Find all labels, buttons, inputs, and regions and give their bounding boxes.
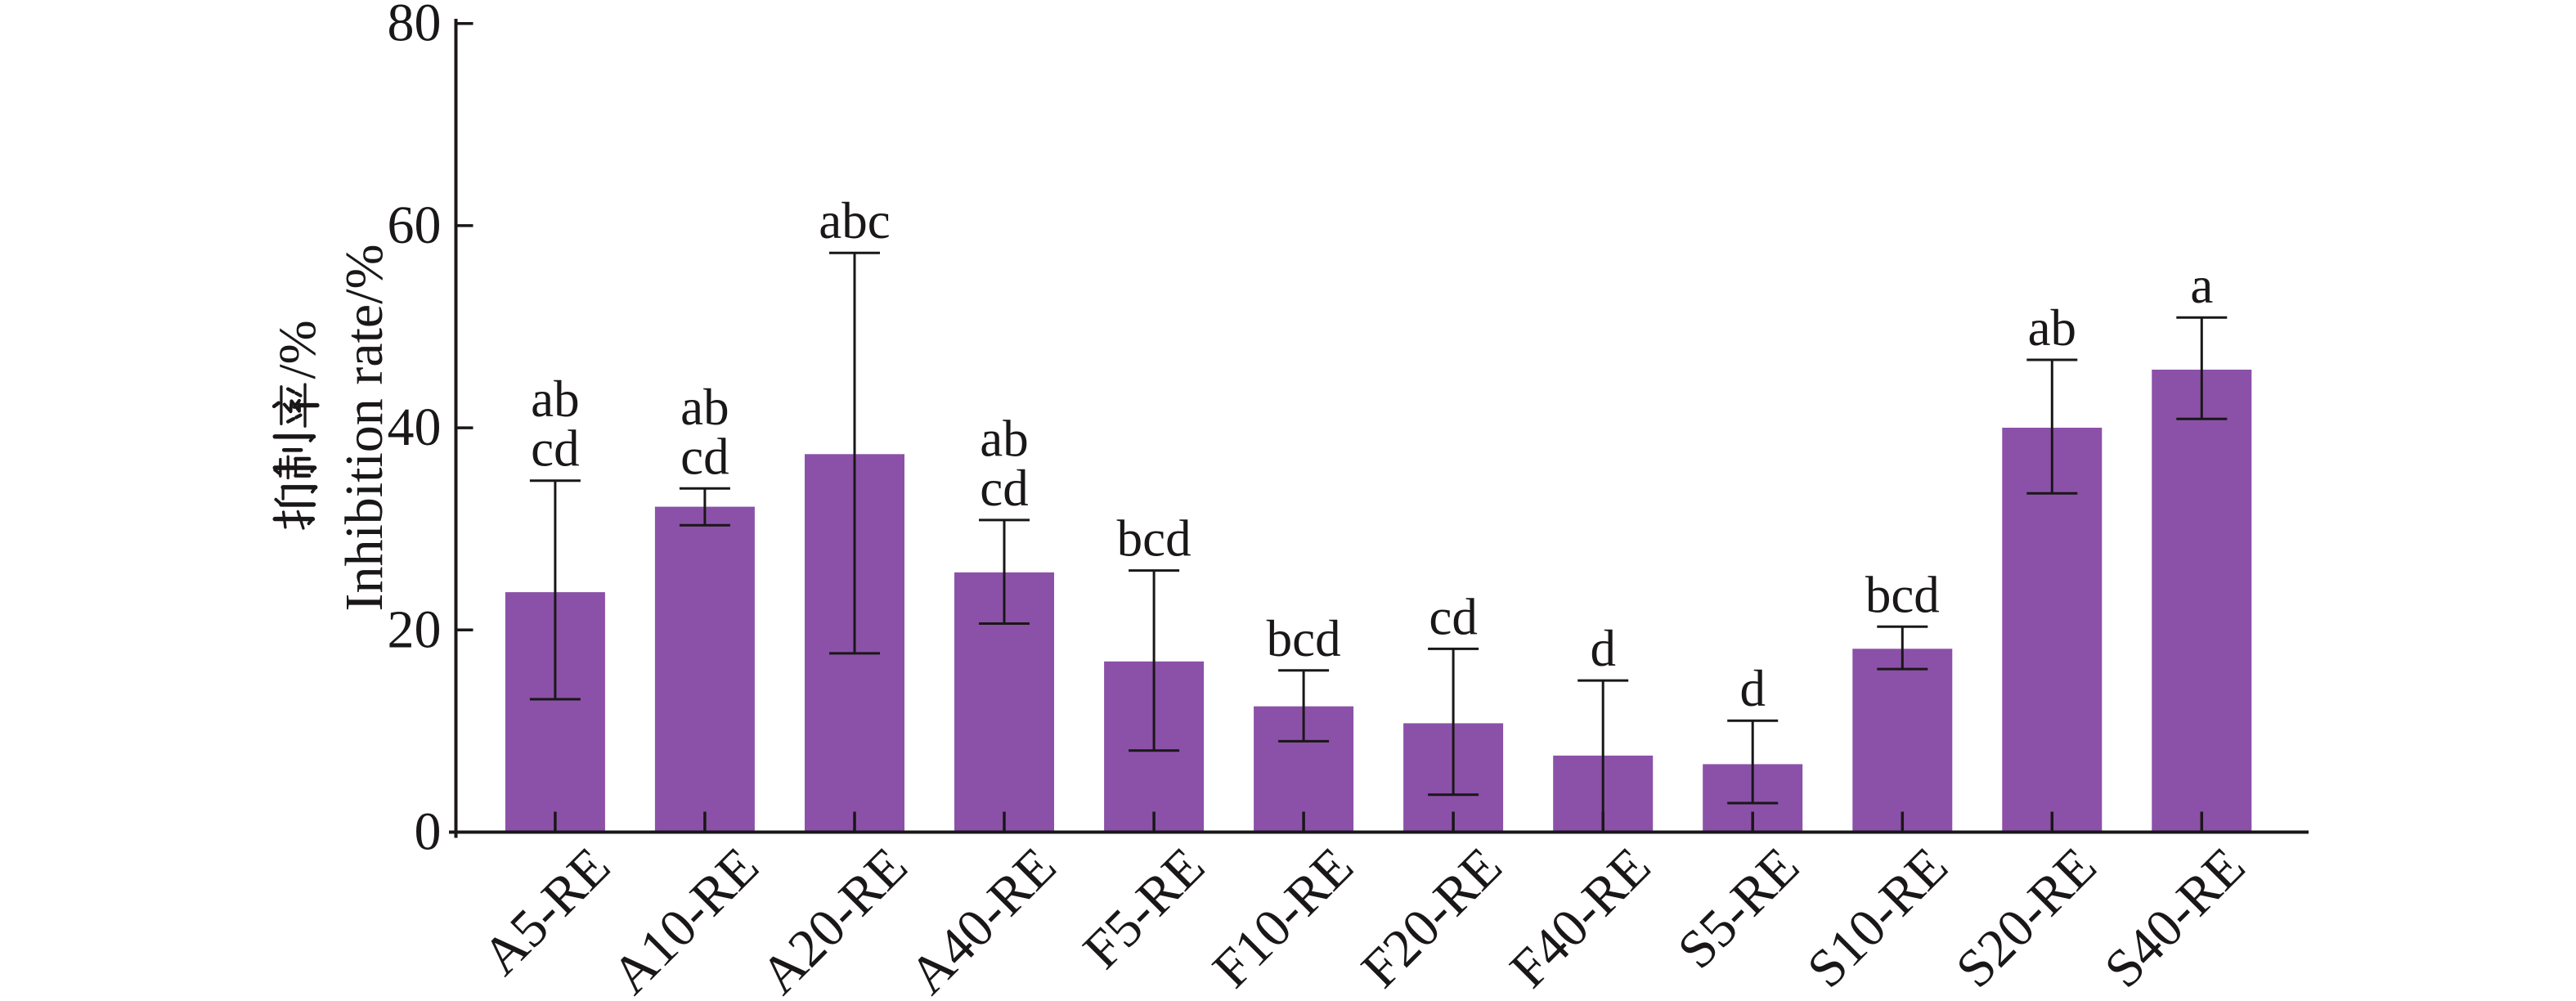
- svg-text:abc: abc: [819, 192, 890, 249]
- svg-text:cd: cd: [1429, 588, 1477, 645]
- svg-text:40: 40: [388, 397, 442, 457]
- svg-text:0: 0: [415, 802, 442, 862]
- svg-text:d: d: [1590, 620, 1616, 677]
- svg-text:ab: ab: [2028, 299, 2076, 357]
- svg-text:bcd: bcd: [1865, 566, 1940, 623]
- svg-text:cd: cd: [980, 460, 1028, 517]
- svg-text:ab: ab: [680, 379, 729, 436]
- svg-text:bcd: bcd: [1267, 610, 1341, 667]
- svg-text:60: 60: [388, 195, 442, 255]
- svg-text:/%: /%: [268, 320, 327, 379]
- svg-text:bcd: bcd: [1117, 510, 1192, 568]
- svg-text:cd: cd: [680, 428, 729, 485]
- svg-text:20: 20: [388, 599, 442, 659]
- svg-text:cd: cd: [531, 420, 579, 478]
- svg-text:Inhibition rate/%: Inhibition rate/%: [334, 244, 394, 611]
- svg-text:ab: ab: [980, 410, 1028, 467]
- svg-text:ab: ab: [531, 370, 579, 428]
- svg-text:d: d: [1739, 660, 1766, 717]
- svg-text:a: a: [2190, 257, 2213, 314]
- svg-text:80: 80: [388, 0, 442, 53]
